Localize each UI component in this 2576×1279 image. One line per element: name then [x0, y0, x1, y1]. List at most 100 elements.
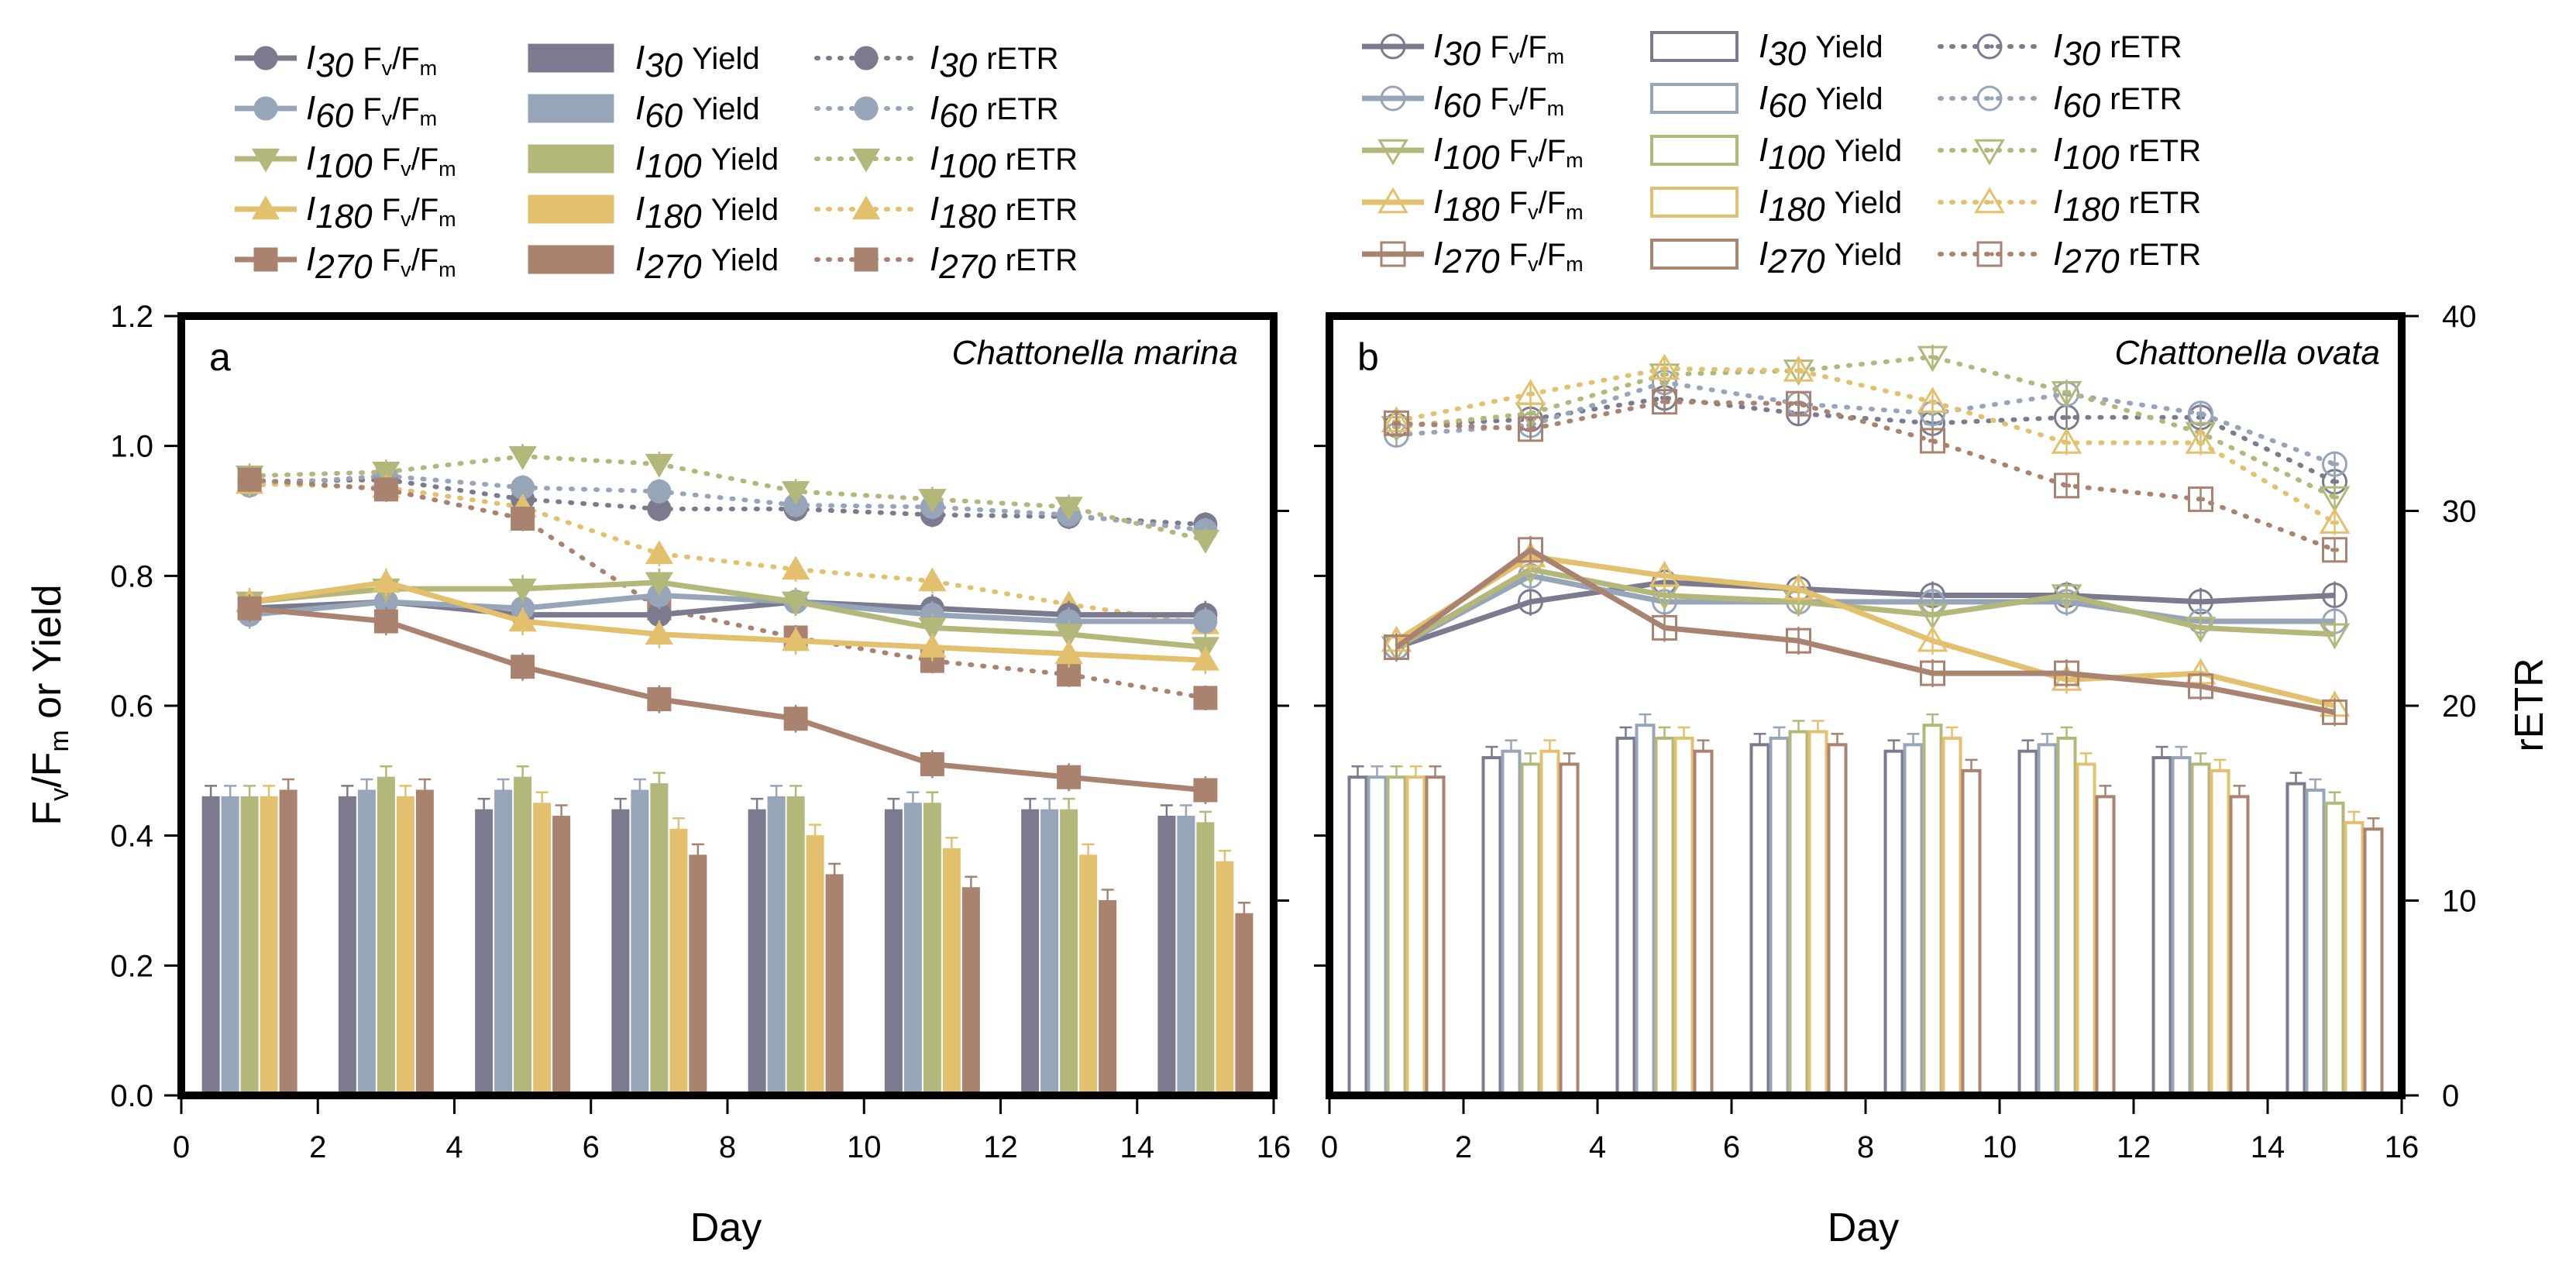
retr-point [2322, 451, 2347, 477]
legend-fvfm-marker [1380, 33, 1406, 60]
yield-bar [221, 796, 239, 1096]
legend-fvfm-label: I60 Fv/Fm [306, 89, 437, 135]
fvfm-point [1652, 614, 1677, 641]
y-tick-label: 0.6 [110, 689, 153, 724]
yield-bar [884, 809, 903, 1096]
x-ticks: 0 2 4 6 8 10 12 14 16 [1321, 1095, 2419, 1164]
retr-line [1394, 366, 2337, 525]
yield-bar [1367, 775, 1388, 1097]
yield-bar [279, 789, 297, 1096]
fvfm-point [1917, 603, 1948, 631]
chart-panel-a: 0 2 4 6 8 10 12 14 16 0.0 0.2 0.4 0.6 0.8 1.0 1.2 a Cha… [110, 300, 1291, 1164]
x-tick-label: 14 [1120, 1130, 1155, 1164]
x-tick-label: 12 [983, 1130, 1018, 1164]
legend-yield-label: I270 Yield [1759, 235, 1902, 280]
yield-bar [806, 835, 824, 1096]
retr-line [1394, 399, 2337, 552]
yield-bar [650, 783, 669, 1096]
yield-bar [1635, 724, 1656, 1098]
retr-point [1783, 355, 1814, 382]
y2-tick-label: 30 [2442, 495, 2477, 529]
legend-yield-label: I30 Yield [1759, 27, 1883, 73]
fvfm-point [918, 634, 947, 658]
fvfm-point [2185, 617, 2217, 643]
retr-point [373, 477, 398, 502]
yield-bar [396, 796, 414, 1096]
panel-letter-b: b [1357, 335, 1379, 379]
legend-yield-label: I180 Yield [635, 190, 779, 236]
yield-bars [1347, 713, 2384, 1098]
fvfm-series [1384, 562, 2347, 662]
fvfm-point [1786, 627, 1811, 654]
yield-bar [1903, 743, 1924, 1097]
x-axis-title-a: Day [690, 1205, 762, 1250]
yield-bar [475, 809, 494, 1096]
fvfm-point [1649, 560, 1680, 587]
retr-point [1518, 416, 1543, 442]
retr-point [918, 489, 947, 513]
fvfm-point [237, 596, 262, 621]
yield-bar [689, 854, 707, 1096]
retr-point [1515, 379, 1546, 405]
fvfm-line [1395, 553, 2336, 709]
x-tick-label: 10 [1983, 1130, 2017, 1164]
retr-line [247, 477, 1208, 528]
fvfm-point [372, 569, 401, 593]
yield-bar [1827, 743, 1848, 1097]
fvfm-series [1381, 555, 2351, 663]
fvfm-line [249, 592, 1205, 624]
yield-bar [1807, 730, 1828, 1097]
retr-series [235, 444, 1220, 554]
retr-point [1054, 497, 1083, 521]
yield-bar [415, 789, 434, 1096]
retr-point [2185, 428, 2217, 454]
legend-fvfm-marker [253, 96, 278, 121]
fvfm-point [920, 751, 944, 776]
y-tick-label: 0.0 [110, 1079, 153, 1113]
fvfm-line [249, 579, 1206, 663]
yield-bar [1749, 743, 1770, 1097]
yield-bar [2037, 743, 2058, 1097]
yield-bar [240, 796, 259, 1096]
fvfm-point [2051, 584, 2082, 610]
yield-bar [923, 803, 941, 1096]
legend-retr-marker [854, 247, 879, 272]
fvfm-point [508, 578, 537, 603]
yield-bar [1079, 854, 1098, 1096]
fvfm-point [645, 621, 674, 645]
fvfm-point [1783, 573, 1814, 600]
yield-bar [1347, 775, 1368, 1097]
retr-point [1652, 389, 1677, 415]
yield-bar [1693, 749, 1714, 1098]
retr-line [247, 477, 1208, 700]
species-label-a: Chattonella marina [952, 334, 1238, 372]
legend-retr-label: I270 rETR [930, 240, 1078, 286]
legend-yield-label: I180 Yield [1759, 183, 1902, 229]
legend-fvfm-marker [1377, 187, 1408, 214]
yield-bar [2171, 756, 2192, 1097]
legend-retr-marker [854, 46, 879, 70]
panel-frame-a [177, 312, 1278, 1099]
fvfm-line [1395, 572, 2335, 650]
retr-line [247, 481, 1208, 627]
retr-line [247, 454, 1208, 543]
fvfm-point [2188, 673, 2213, 700]
y-axis-title-right: rETR [2507, 658, 2552, 751]
retr-line [1394, 380, 2337, 467]
retr-point [647, 479, 672, 504]
fvfm-point [2054, 660, 2079, 686]
legend-yield-label: I270 Yield [635, 240, 779, 286]
fvfm-point [373, 609, 398, 634]
yield-bar [1099, 900, 1117, 1096]
yield-bar [1539, 749, 1560, 1098]
legend-retr-label: I60 rETR [2053, 79, 2182, 125]
fvfm-point [781, 627, 810, 652]
y2-tick-label: 10 [2442, 885, 2477, 919]
yield-bar [2017, 749, 2038, 1098]
legend-retr-label: I30 rETR [2053, 27, 2182, 73]
legend-fvfm-label: I100 Fv/Fm [1433, 131, 1584, 177]
yield-bar [1157, 816, 1176, 1096]
y-tick-label: 1.0 [110, 430, 153, 464]
retr-point [1193, 686, 1218, 710]
fvfm-point [2322, 699, 2347, 725]
